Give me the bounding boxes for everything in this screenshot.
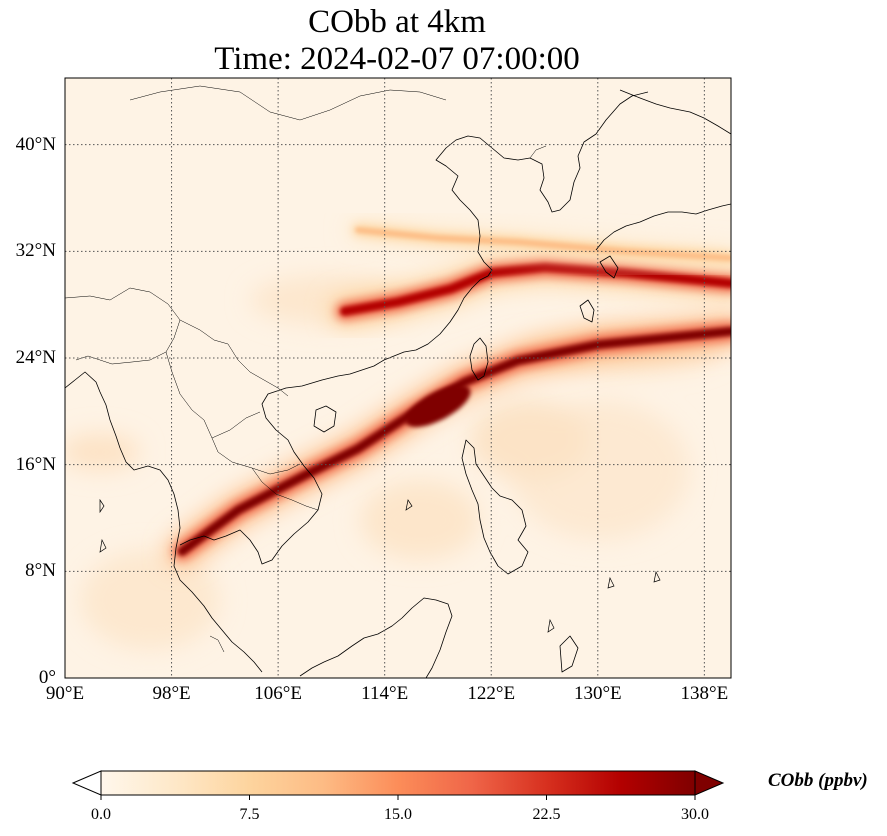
lon-tick-label-1: 98°E (152, 683, 191, 704)
lat-tick-label-3: 24°N (15, 347, 56, 368)
lon-tick-label-2: 106°E (254, 683, 302, 704)
map-title-line-1: CObb at 4km (308, 4, 486, 40)
colorbar-gradient (100, 770, 696, 796)
plume-core-maximum (405, 385, 471, 427)
lat-tick-label-1: 8°N (25, 560, 56, 582)
coastlines (65, 89, 731, 678)
hainan-island (313, 405, 337, 433)
map-panel (65, 78, 731, 678)
plume-1-layer-2 (340, 262, 731, 316)
co-field-haze (65, 275, 720, 650)
small-islands (99, 498, 661, 633)
map-frame (64, 77, 732, 679)
map-gridlines (65, 78, 731, 678)
colorbar-extend-min (71, 770, 102, 796)
lon-tick-label-4: 122°E (467, 683, 516, 704)
lon-tick-label-3: 114°E (361, 683, 409, 704)
lon-tick-label-0: 90°E (45, 683, 85, 704)
colorbar-tick-label-4: 30.0 (681, 806, 709, 823)
lon-tick-label-6: 138°E (680, 683, 729, 704)
colorbar-tick-label-3: 22.5 (532, 806, 561, 823)
lat-tick-label-2: 16°N (15, 453, 56, 475)
colorbar-label: CObb (ppbv) (768, 770, 868, 791)
co-plume-layer (167, 221, 731, 567)
map-title-line-2: Time: 2024-02-07 07:00:00 (214, 41, 580, 77)
lat-tick-label-0: 0° (38, 667, 56, 688)
country-borders (65, 85, 547, 653)
colorbar-tick-label-0: 0.0 (91, 806, 111, 823)
plume-2-layer-2 (355, 227, 731, 261)
colorbar-tick-label-1: 7.5 (239, 806, 260, 823)
taiwan-island (469, 337, 489, 381)
colorbar-tick-marks (100, 795, 696, 800)
lat-tick-label-5: 40°N (15, 133, 56, 155)
philippines (461, 439, 529, 575)
lon-tick-label-5: 130°E (573, 683, 622, 704)
colorbar-tick-label-2: 15.0 (384, 806, 412, 823)
colorbar-extend-max (694, 770, 725, 796)
lat-tick-label-4: 32°N (15, 240, 56, 262)
